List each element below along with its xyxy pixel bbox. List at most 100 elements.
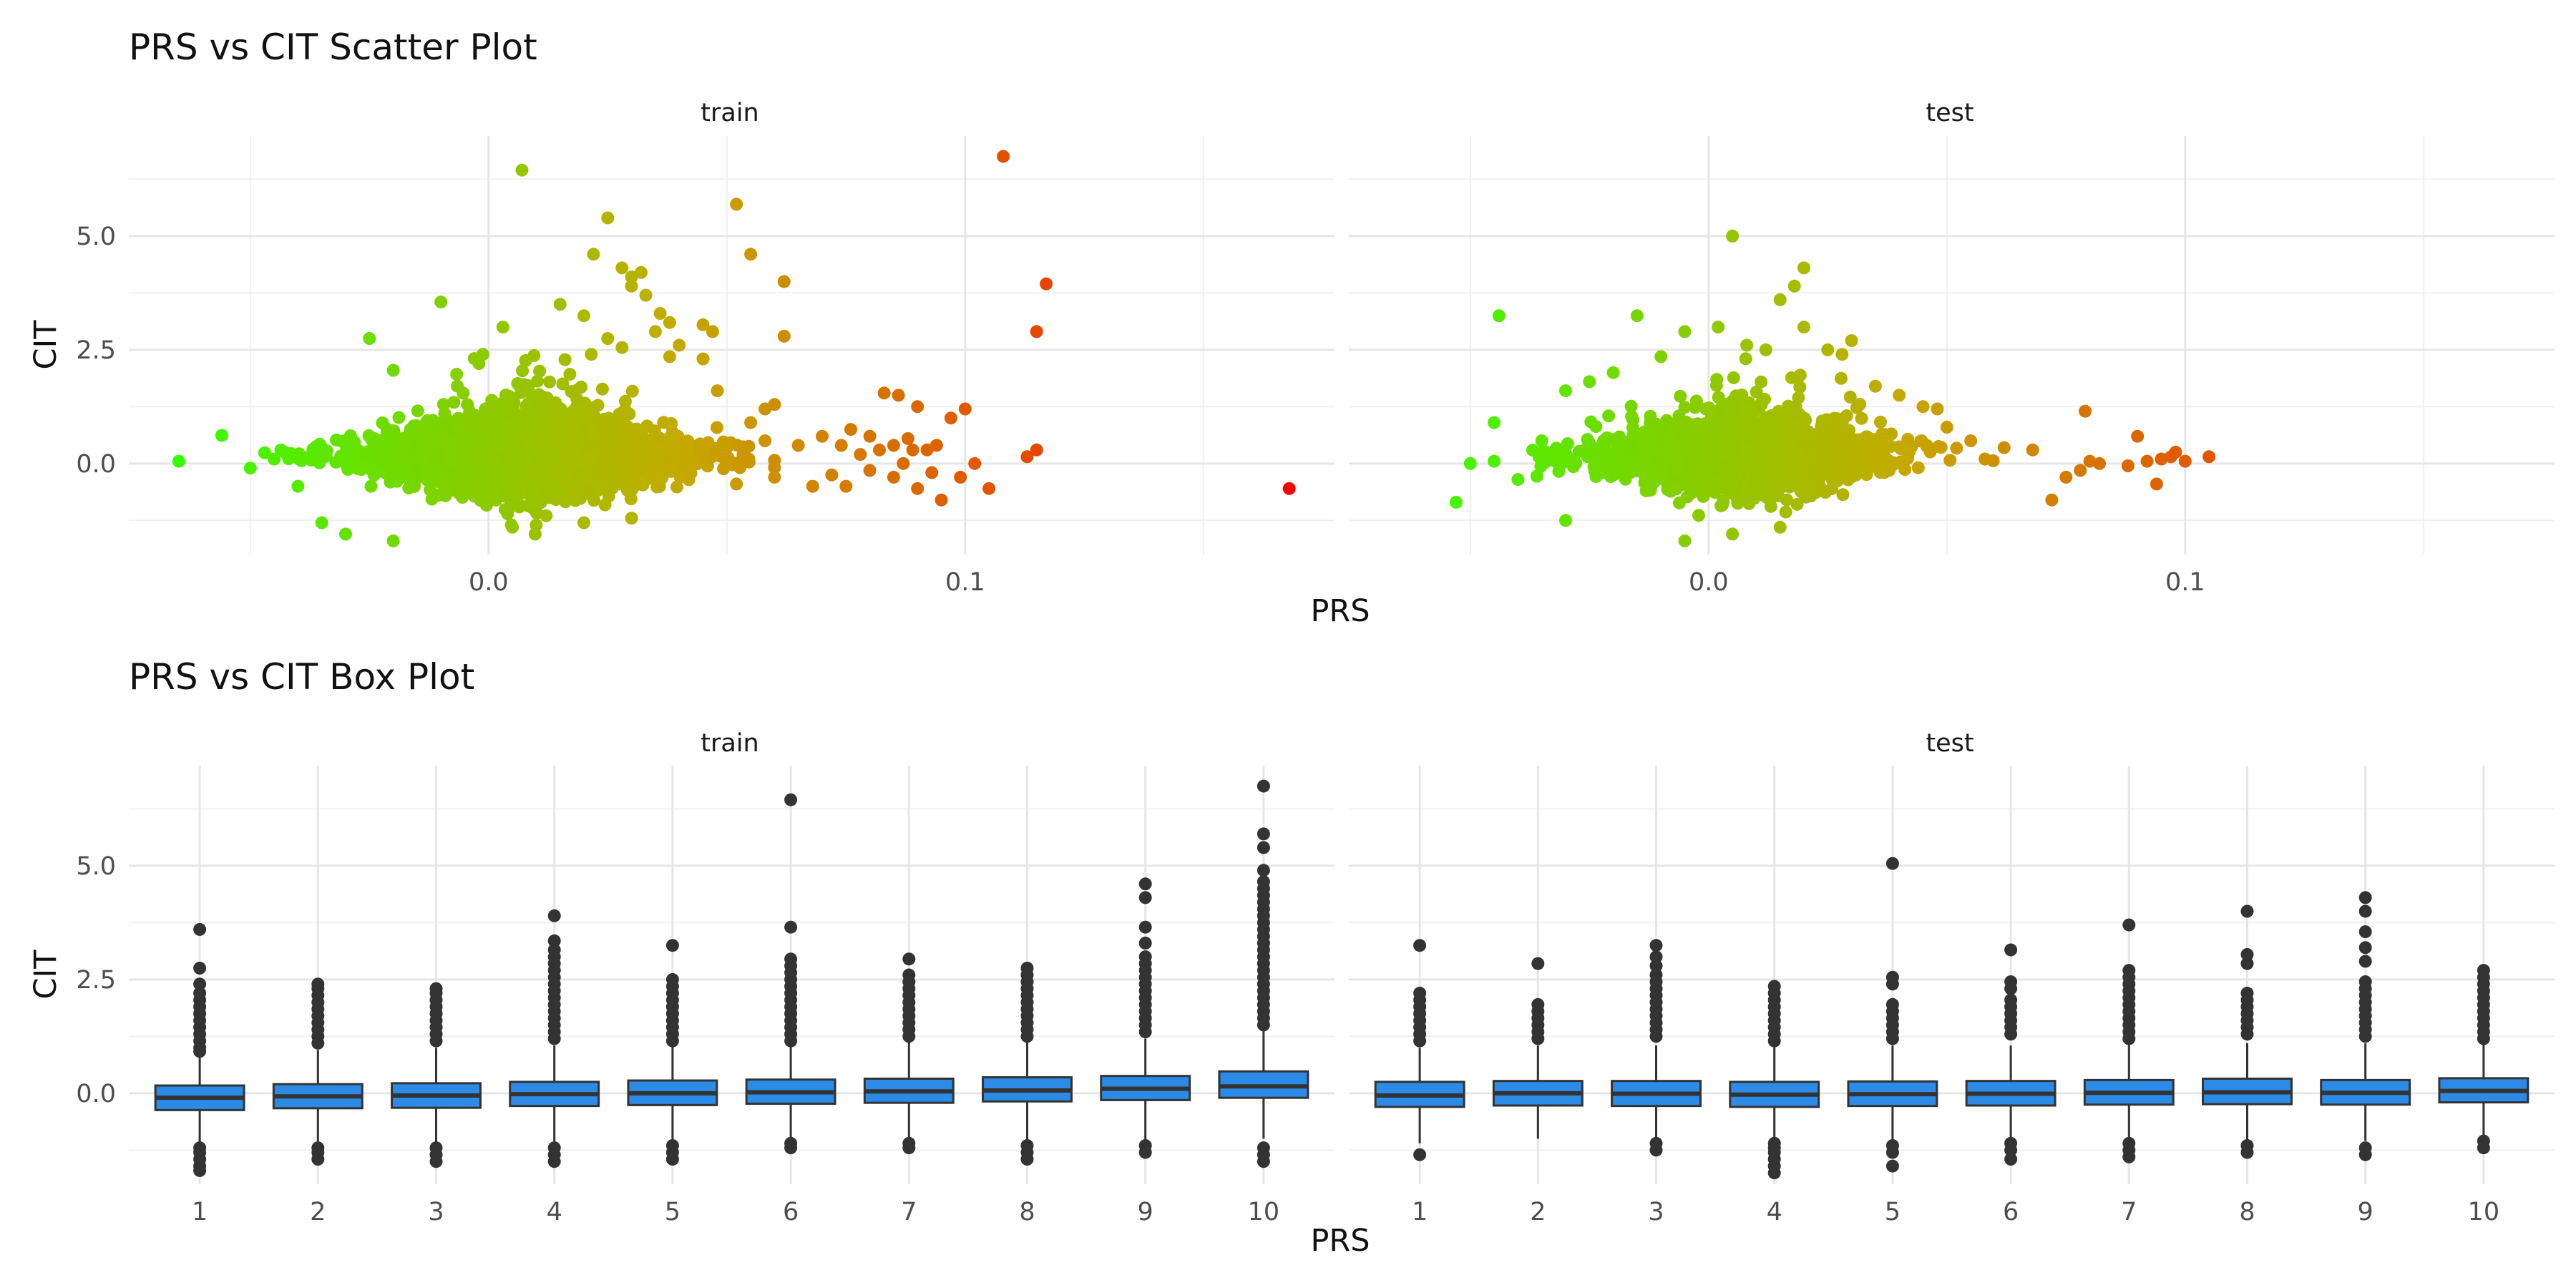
scatter-point xyxy=(1626,429,1640,442)
box-outlier xyxy=(784,1034,798,1048)
box-outlier xyxy=(2004,1028,2018,1041)
scatter-point xyxy=(567,420,581,433)
scatter-point xyxy=(968,457,982,470)
scatter-point xyxy=(777,275,791,288)
scatter-point xyxy=(303,449,317,463)
scatter-point xyxy=(897,457,910,470)
x-tick-label: 5 xyxy=(1885,1198,1901,1226)
y-tick-label: 2.5 xyxy=(76,966,116,995)
scatter-point xyxy=(1911,461,1925,474)
x-tick-label: 10 xyxy=(2468,1198,2500,1226)
scatter-point xyxy=(648,467,662,480)
box-outlier xyxy=(1413,1034,1427,1048)
scatter-point xyxy=(2079,404,2092,418)
scatter-point xyxy=(1813,481,1827,494)
scatter-point xyxy=(490,440,504,454)
x-tick-label: 0.0 xyxy=(1689,568,1729,597)
scatter-point xyxy=(935,493,948,507)
scatter-point xyxy=(1931,402,1944,416)
scatter-point xyxy=(1745,486,1759,499)
y-tick-label: 0.0 xyxy=(76,1080,116,1108)
scatter-point xyxy=(1835,459,1848,472)
scatter-point xyxy=(481,416,494,430)
scatter-point xyxy=(1511,473,1525,487)
scatter-point xyxy=(1559,514,1572,527)
scatter-point xyxy=(667,436,680,450)
x-tick-label: 0.1 xyxy=(945,568,985,597)
box-outlier xyxy=(2122,1150,2136,1163)
x-tick-label: 3 xyxy=(1648,1198,1664,1226)
scatter-point xyxy=(583,483,597,496)
box-outlier xyxy=(1138,1146,1152,1159)
scatter-point xyxy=(1943,454,1957,467)
scatter-point xyxy=(258,446,271,459)
box-facet-label-train: train xyxy=(701,729,758,758)
scatter-point xyxy=(563,368,577,381)
scatter-point xyxy=(2202,450,2216,464)
scatter-point xyxy=(546,446,560,459)
scatter-point xyxy=(1807,470,1821,484)
scatter-point xyxy=(1893,389,1906,402)
scatter-point xyxy=(434,296,448,309)
scatter-point xyxy=(1749,476,1762,489)
x-tick-label: 10 xyxy=(1248,1198,1280,1226)
scatter-point xyxy=(1787,419,1800,432)
scatter-point xyxy=(518,414,532,427)
box-outlier xyxy=(2122,1032,2136,1045)
scatter-point xyxy=(806,479,819,493)
scatter-point xyxy=(530,507,543,520)
scatter-point xyxy=(1835,371,1848,385)
scatter-point xyxy=(364,479,378,493)
x-tick-label: 3 xyxy=(428,1198,444,1226)
scatter-point xyxy=(478,457,492,470)
box-outlier xyxy=(2477,1141,2490,1155)
scatter-point xyxy=(1654,350,1668,364)
scatter-point xyxy=(521,403,535,416)
scatter-point xyxy=(315,516,328,530)
scatter-point xyxy=(834,439,848,452)
scatter-point xyxy=(420,464,434,477)
scatter-point xyxy=(585,348,598,361)
scatter-point xyxy=(768,461,781,474)
scatter-point xyxy=(215,429,228,442)
scatter-point xyxy=(625,384,639,398)
scatter-point xyxy=(1940,421,1953,434)
scatter-point xyxy=(452,411,465,425)
scatter-point xyxy=(1449,495,1463,509)
box-outlier xyxy=(2358,941,2372,955)
scatter-point xyxy=(1950,441,1963,455)
scatter-point xyxy=(542,469,556,483)
scatter-point xyxy=(1688,401,1702,414)
scatter-point xyxy=(571,433,585,447)
scatter-point xyxy=(605,482,619,495)
box-outlier xyxy=(1767,1034,1781,1048)
scatter-point xyxy=(1543,452,1557,465)
box-outlier xyxy=(2240,904,2254,918)
scatter-point xyxy=(1712,321,1725,334)
scatter-point xyxy=(1857,461,1870,474)
box-outlier xyxy=(2122,918,2136,932)
scatter-point xyxy=(825,468,839,482)
scatter-point xyxy=(1719,482,1732,496)
scatter-point xyxy=(1750,385,1763,399)
y-tick-label: 2.5 xyxy=(76,336,116,365)
scatter-point xyxy=(619,394,632,408)
box-outlier xyxy=(547,934,561,947)
scatter-point xyxy=(540,420,553,434)
box-outlier xyxy=(2240,957,2254,970)
scatter-point xyxy=(1845,334,1858,348)
scatter-point xyxy=(392,411,406,424)
box-outlier xyxy=(2358,1148,2372,1161)
scatter-point xyxy=(485,492,499,505)
scatter-point xyxy=(1799,490,1813,504)
scatter-point xyxy=(1598,440,1611,454)
scatter-point xyxy=(1901,452,1915,465)
scatter-point xyxy=(506,520,519,534)
box-outlier xyxy=(1257,1018,1270,1032)
box-outlier xyxy=(1138,1025,1152,1038)
scatter-point xyxy=(649,448,663,461)
scatter-point xyxy=(577,309,590,323)
scatter-point xyxy=(1488,416,1501,429)
scatter-point xyxy=(2045,493,2059,507)
